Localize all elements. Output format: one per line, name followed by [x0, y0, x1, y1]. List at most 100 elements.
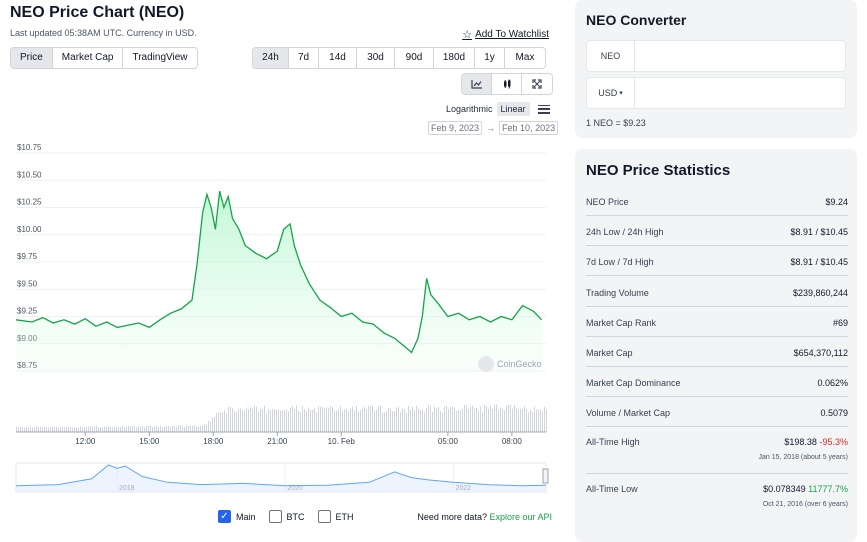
date-to-input[interactable]: Feb 10, 2023 — [499, 121, 559, 135]
btc-label: BTC — [286, 511, 305, 522]
volume-bar — [112, 427, 113, 432]
y-tick-label: $9.75 — [17, 252, 38, 261]
volume-bar — [296, 405, 297, 432]
volume-bar — [170, 427, 171, 432]
volume-bar — [154, 426, 155, 432]
line-chart-button[interactable] — [462, 74, 492, 94]
price-chart[interactable]: $10.75$10.50$10.25$10.00$9.75$9.50$9.25$… — [0, 138, 562, 498]
coin-input-row: NEO — [586, 40, 846, 72]
volume-bar — [414, 410, 415, 432]
scale-linear[interactable]: Linear — [496, 102, 530, 116]
main-checkbox[interactable]: ✓ — [218, 510, 231, 523]
volume-bar — [82, 427, 83, 432]
volume-bar — [196, 426, 197, 432]
ath-value-group: $198.38 -95.3% Jan 15, 2018 (about 5 yea… — [758, 437, 848, 461]
range-1y[interactable]: 1y — [475, 48, 505, 68]
volume-bar — [126, 426, 127, 432]
stat-row: Market Cap $654,370,112 — [586, 337, 848, 367]
candlestick-button[interactable] — [492, 74, 522, 94]
volume-bar — [104, 426, 105, 432]
volume-bar — [152, 427, 153, 432]
coin-amount-input[interactable] — [635, 41, 845, 71]
volume-bar — [358, 411, 359, 432]
volume-bar — [164, 426, 165, 432]
converter-title: NEO Converter — [586, 12, 687, 28]
stat-value: 0.5079 — [820, 408, 848, 419]
tab-market-cap[interactable]: Market Cap — [53, 48, 124, 68]
volume-bar — [506, 405, 507, 432]
stat-value: $654,370,112 — [793, 348, 848, 358]
stat-label: Market Cap — [586, 348, 633, 358]
volume-bar — [84, 427, 85, 432]
ath-value: $198.38 — [784, 437, 817, 447]
range-24h[interactable]: 24h — [253, 48, 289, 68]
volume-bar — [148, 426, 149, 432]
volume-bar — [64, 427, 65, 432]
atl-value: $0.078349 — [763, 484, 806, 494]
btc-checkbox[interactable] — [268, 510, 282, 523]
volume-bar — [418, 408, 419, 432]
volume-bar — [276, 409, 277, 432]
date-from-input[interactable]: Feb 9, 2023 — [428, 121, 483, 135]
scale-logarithmic[interactable]: Logarithmic — [446, 104, 493, 114]
volume-bar — [24, 427, 25, 432]
volume-bar — [214, 417, 215, 432]
navigator-handle — [542, 468, 549, 484]
volume-bar — [384, 412, 385, 432]
add-to-watchlist-link[interactable]: ☆ Add To Watchlist — [462, 28, 549, 41]
volume-bar — [72, 427, 73, 432]
tab-price[interactable]: Price — [11, 48, 53, 68]
volume-bar — [356, 405, 357, 432]
eth-label: ETH — [335, 511, 354, 522]
volume-bar — [512, 408, 513, 432]
volume-bar — [528, 412, 529, 432]
volume-bar — [470, 406, 471, 432]
range-14d[interactable]: 14d — [319, 48, 357, 68]
range-90d[interactable]: 90d — [395, 48, 434, 68]
volume-bar — [408, 405, 409, 432]
volume-bar — [302, 406, 303, 432]
chart-view-toggle — [461, 73, 553, 95]
volume-bar — [168, 426, 169, 432]
tab-tradingview[interactable]: TradingView — [132, 52, 188, 63]
expand-icon — [532, 79, 542, 89]
range-max[interactable]: Max — [515, 52, 535, 63]
volume-bar — [96, 425, 97, 432]
stat-value: $8.91 / $10.45 — [790, 227, 848, 238]
volume-bar — [344, 409, 345, 432]
volume-bar — [244, 410, 245, 432]
volume-bar — [290, 407, 291, 432]
volume-bar — [202, 425, 203, 432]
volume-bar — [204, 424, 205, 432]
volume-bar — [50, 427, 51, 432]
menu-icon[interactable] — [537, 104, 550, 114]
volume-bar — [444, 406, 445, 432]
volume-bar — [330, 406, 331, 432]
range-7d[interactable]: 7d — [289, 48, 319, 68]
volume-bar — [226, 412, 227, 432]
volume-bar — [58, 427, 59, 432]
fullscreen-button[interactable] — [522, 74, 552, 94]
range-180d[interactable]: 180d — [434, 48, 475, 68]
volume-bar — [176, 426, 177, 432]
volume-bar — [480, 406, 481, 432]
eth-checkbox[interactable] — [317, 510, 331, 523]
volume-bar — [232, 407, 233, 432]
volume-bar — [412, 406, 413, 432]
explore-api-link[interactable]: Explore our API — [489, 512, 552, 522]
volume-bar — [98, 427, 99, 432]
volume-bar — [382, 412, 383, 432]
all-time-low-row: All-Time Low $0.078349 11777.7% Oct 21, … — [586, 474, 848, 520]
range-30d[interactable]: 30d — [357, 48, 395, 68]
volume-bar — [34, 427, 35, 432]
volume-bar — [348, 411, 349, 432]
volume-bar — [262, 408, 263, 432]
currency-select[interactable]: USD ▾ — [587, 78, 635, 108]
volume-bar — [518, 410, 519, 432]
volume-bar — [38, 427, 39, 432]
currency-amount-input[interactable] — [635, 78, 845, 108]
volume-bar — [260, 408, 261, 432]
x-tick-label: 08:00 — [502, 437, 523, 446]
volume-bar — [130, 426, 131, 432]
conversion-rate: 1 NEO = $9.23 — [586, 118, 646, 128]
